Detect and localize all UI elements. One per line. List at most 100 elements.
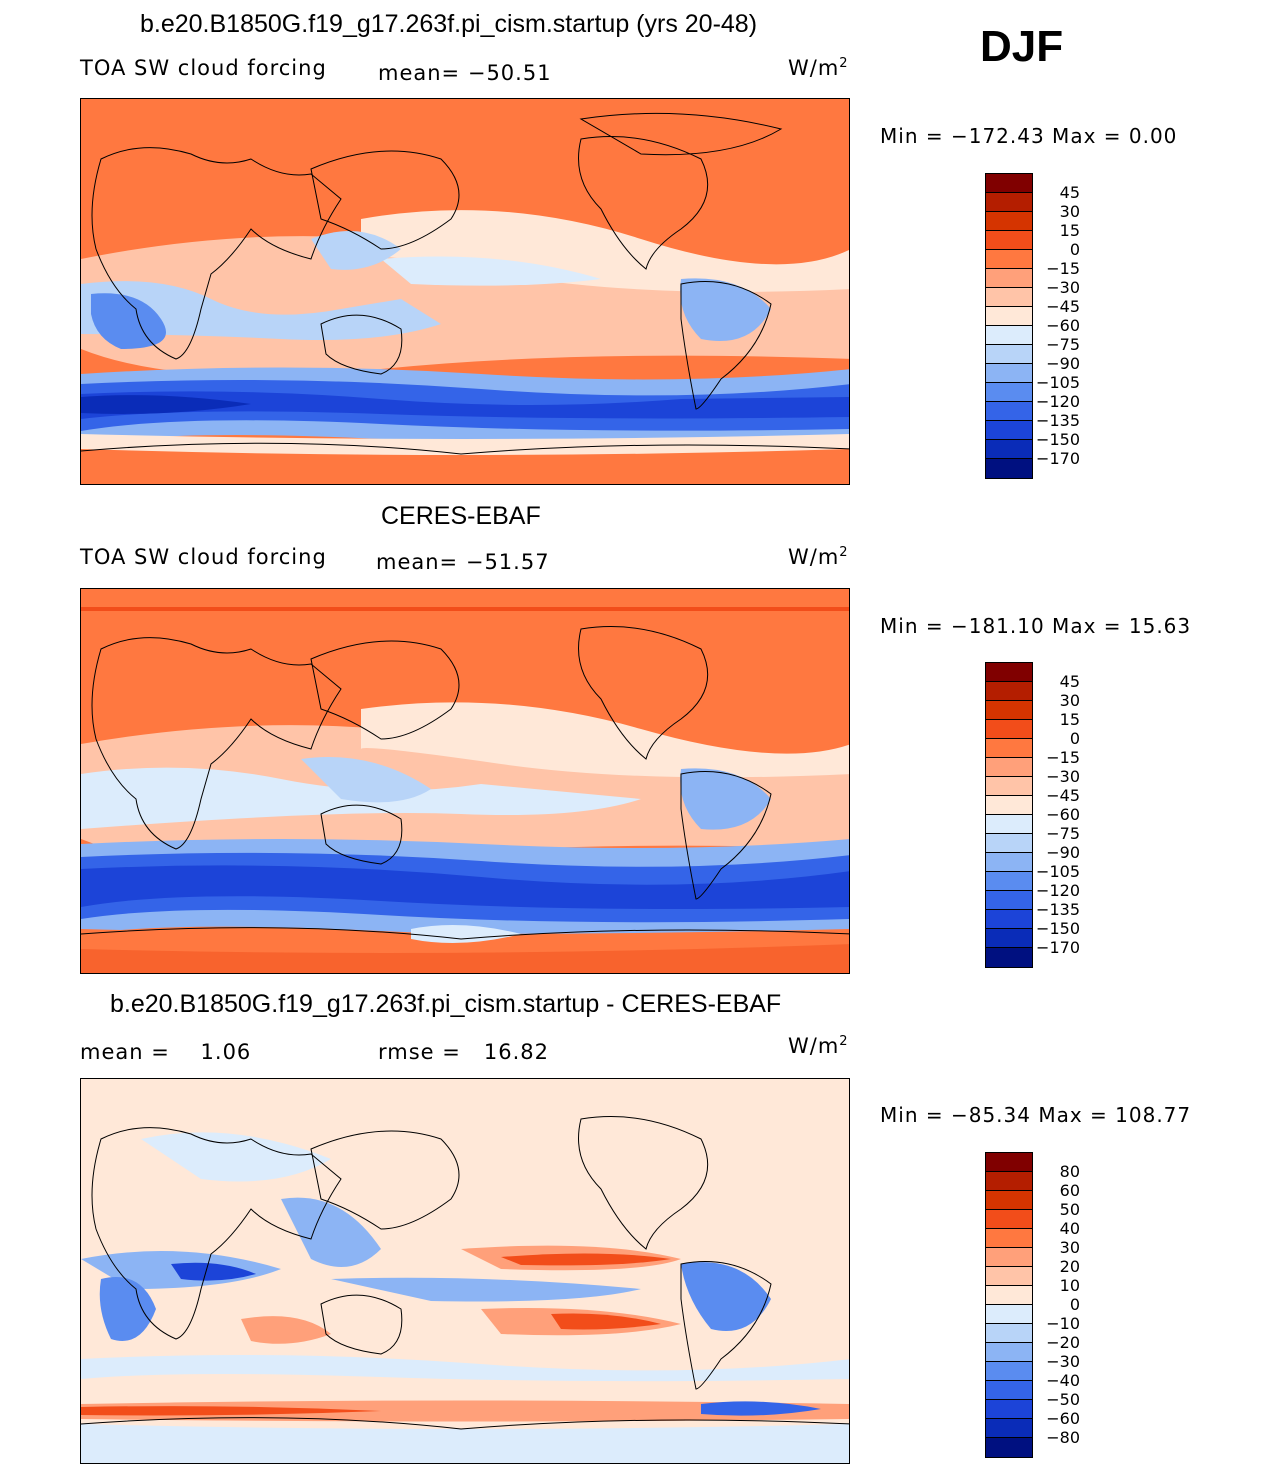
colorbar-swatch: [986, 402, 1032, 421]
panel3-rmse-value: 16.82: [483, 1040, 550, 1064]
colorbar-swatch: [986, 307, 1032, 326]
colorbar-swatch: [986, 815, 1032, 834]
panel2-mean-label: mean= −51.57: [376, 550, 550, 574]
colorbar-tick-label: 45: [1059, 672, 1080, 691]
colorbar-tick-label: −170: [1036, 938, 1080, 957]
colorbar-swatch: [986, 269, 1032, 288]
colorbar-tick-label: 0: [1069, 1295, 1080, 1314]
colorbar-tick-label: −80: [1046, 1428, 1080, 1447]
colorbar-tick-label: −150: [1036, 430, 1080, 449]
panel2-title: CERES-EBAF: [381, 502, 541, 530]
colorbar-swatch: [986, 459, 1032, 478]
panel2-map: [80, 588, 850, 974]
panel1-units: W/m2: [788, 56, 849, 80]
colorbar-swatch: [986, 1438, 1032, 1457]
panel1-map: [80, 98, 850, 485]
colorbar-tick-label: −60: [1046, 805, 1080, 824]
colorbar-swatch: [986, 796, 1032, 815]
colorbar-swatch: [986, 777, 1032, 796]
colorbar-swatch: [986, 853, 1032, 872]
colorbar-tick-label: 10: [1059, 1276, 1080, 1295]
colorbar-swatch: [986, 739, 1032, 758]
colorbar-swatch: [986, 1153, 1032, 1172]
colorbar-swatch: [986, 212, 1032, 231]
colorbar-tick-label: −105: [1036, 862, 1080, 881]
colorbar-tick-label: 80: [1059, 1162, 1080, 1181]
colorbar-swatch: [986, 250, 1032, 269]
colorbar-tick-label: −20: [1046, 1333, 1080, 1352]
colorbar-tick-label: 50: [1059, 1200, 1080, 1219]
colorbar-tick-label: −105: [1036, 373, 1080, 392]
colorbar-swatch: [986, 1286, 1032, 1305]
colorbar-swatch: [986, 872, 1032, 891]
colorbar-swatch: [986, 288, 1032, 307]
colorbar-tick-label: −45: [1046, 297, 1080, 316]
colorbar-swatch: [986, 834, 1032, 853]
colorbar-swatch: [986, 1324, 1032, 1343]
panel3-mean: mean = 1.06: [80, 1040, 252, 1064]
colorbar-swatch: [986, 1172, 1032, 1191]
colorbar-tick-label: −135: [1036, 900, 1080, 919]
colorbar-tick-label: −30: [1046, 767, 1080, 786]
colorbar-swatch: [986, 1400, 1032, 1419]
panel3-minmax: Min = −85.34 Max = 108.77: [880, 1103, 1192, 1127]
colorbar-tick-label: −40: [1046, 1371, 1080, 1390]
colorbar-tick-label: 15: [1059, 221, 1080, 240]
colorbar-swatch: [986, 758, 1032, 777]
colorbar-tick-label: −120: [1036, 392, 1080, 411]
colorbar-swatch: [986, 1343, 1032, 1362]
colorbar-tick-label: −150: [1036, 919, 1080, 938]
colorbar-swatch: [986, 383, 1032, 402]
colorbar-swatch: [986, 193, 1032, 212]
colorbar-swatch: [986, 720, 1032, 739]
season-label: DJF: [980, 22, 1064, 71]
colorbar-swatch: [986, 174, 1032, 193]
colorbar-tick-label: −15: [1046, 259, 1080, 278]
panel2-colorbar: [985, 662, 1033, 968]
panel2-variable-label: TOA SW cloud forcing: [80, 545, 327, 569]
colorbar-swatch: [986, 231, 1032, 250]
colorbar-swatch: [986, 910, 1032, 929]
colorbar-swatch: [986, 929, 1032, 948]
panel1-colorbar: [985, 173, 1033, 479]
panel3-rmse: rmse = 16.82: [378, 1040, 550, 1064]
colorbar-swatch: [986, 1248, 1032, 1267]
colorbar-tick-label: −50: [1046, 1390, 1080, 1409]
colorbar-swatch: [986, 364, 1032, 383]
colorbar-swatch: [986, 1362, 1032, 1381]
colorbar-tick-label: −60: [1046, 316, 1080, 335]
colorbar-swatch: [986, 663, 1032, 682]
colorbar-tick-label: −135: [1036, 411, 1080, 430]
colorbar-tick-label: 15: [1059, 710, 1080, 729]
colorbar-tick-label: 30: [1059, 202, 1080, 221]
colorbar-tick-label: −15: [1046, 748, 1080, 767]
colorbar-tick-label: −60: [1046, 1409, 1080, 1428]
panel3-mean-value: 1.06: [200, 1040, 252, 1064]
colorbar-swatch: [986, 682, 1032, 701]
panel3-colorbar: [985, 1152, 1033, 1458]
panel2-units: W/m2: [788, 545, 849, 569]
panel3-map: [80, 1078, 850, 1464]
colorbar-tick-label: 40: [1059, 1219, 1080, 1238]
panel1-title: b.e20.B1850G.f19_g17.263f.pi_cism.startu…: [140, 10, 758, 38]
colorbar-tick-label: 0: [1069, 240, 1080, 259]
colorbar-tick-label: −90: [1046, 843, 1080, 862]
panel1-mean-label: mean= −50.51: [378, 61, 552, 85]
colorbar-swatch: [986, 1305, 1032, 1324]
colorbar-swatch: [986, 701, 1032, 720]
colorbar-swatch: [986, 345, 1032, 364]
colorbar-tick-label: −75: [1046, 824, 1080, 843]
colorbar-tick-label: −30: [1046, 1352, 1080, 1371]
colorbar-swatch: [986, 1210, 1032, 1229]
colorbar-tick-label: 20: [1059, 1257, 1080, 1276]
panel1-mean-value: −50.51: [467, 61, 552, 85]
panel2-minmax: Min = −181.10 Max = 15.63: [880, 614, 1192, 638]
panel1-variable-label: TOA SW cloud forcing: [80, 56, 327, 80]
colorbar-swatch: [986, 1267, 1032, 1286]
colorbar-tick-label: −120: [1036, 881, 1080, 900]
colorbar-tick-label: 30: [1059, 1238, 1080, 1257]
colorbar-tick-label: 60: [1059, 1181, 1080, 1200]
panel1-minmax: Min = −172.43 Max = 0.00: [880, 124, 1178, 148]
colorbar-tick-label: 45: [1059, 183, 1080, 202]
colorbar-tick-label: −45: [1046, 786, 1080, 805]
